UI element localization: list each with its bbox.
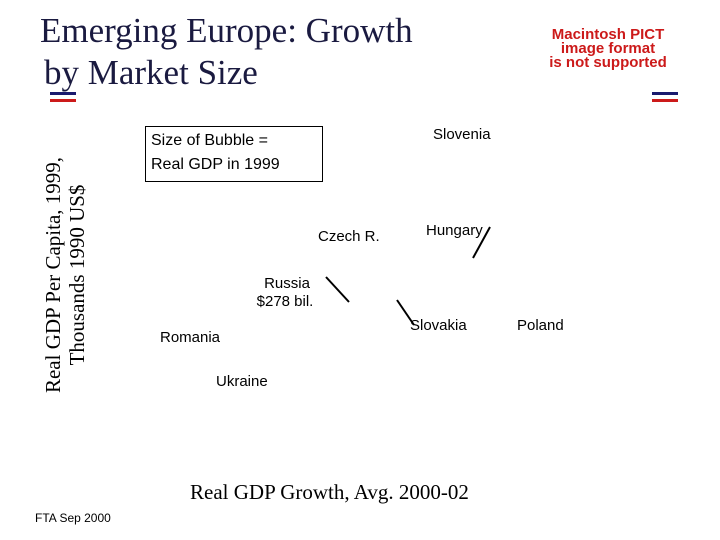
point-label-slovakia: Slovakia [410, 317, 467, 334]
x-axis-label: Real GDP Growth, Avg. 2000-02 [190, 480, 469, 504]
slide-title: Emerging Europe: Growth by Market Size [40, 10, 413, 94]
leader-line-hungary [472, 226, 491, 259]
slide-title-line2: by Market Size [44, 53, 258, 92]
unsupported-image-placeholder: Macintosh PICT image format is not suppo… [530, 26, 686, 71]
bubble-note-line1: Size of Bubble = [151, 132, 268, 149]
footer-source: FTA Sep 2000 [35, 511, 111, 525]
placeholder-line2: image format [560, 40, 656, 57]
leader-line-slovakia [396, 299, 415, 326]
point-label-slovenia: Slovenia [433, 126, 491, 143]
point-label-russia-line2: $278 bil. [257, 293, 314, 310]
point-label-russia-line1: Russia [264, 275, 311, 292]
placeholder-line3: is not supported [549, 54, 667, 71]
point-label-ukraine: Ukraine [216, 373, 268, 390]
slide-title-line1: Emerging Europe: Growth [40, 11, 413, 50]
point-label-poland: Poland [517, 317, 564, 334]
leader-line-russia [325, 276, 350, 303]
placeholder-line1: Macintosh PICT [551, 26, 665, 43]
point-label-hungary: Hungary [426, 222, 483, 239]
flag-stripes-right [652, 92, 678, 103]
flag-stripes-left [50, 92, 76, 103]
point-label-czech-r: Czech R. [318, 228, 380, 245]
point-label-romania: Romania [160, 329, 221, 346]
bubble-note-line2: Real GDP in 1999 [151, 156, 280, 173]
bubble-size-note: Size of Bubble = Real GDP in 1999 [145, 126, 323, 182]
